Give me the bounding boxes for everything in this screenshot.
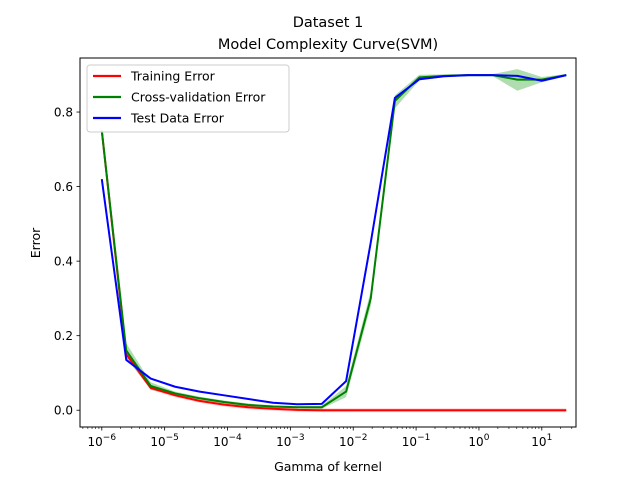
x-tick-label: 10−5 [150,433,179,449]
x-tick-label: 10−3 [276,433,305,449]
series-line-test-data-error [100,74,567,406]
x-tick-label: 10−4 [213,433,242,449]
y-tick-label: 0.2 [54,329,73,343]
y-tick-label: 0.6 [54,180,73,194]
series-lines [100,74,567,412]
legend-box [86,64,290,133]
y-axis-label: Error [28,227,43,258]
x-tick-label: 101 [531,433,552,449]
x-tick-label: 10−2 [339,433,368,449]
series-line-training-error [100,130,567,412]
y-axis-ticks: 0.0 0.2 0.4 0.6 0.8 [54,105,80,418]
chart-title-line2: Model Complexity Curve(SVM) [218,37,438,53]
x-axis-ticks: 10−6 10−5 10−4 10−3 10−2 10−1 100 101 [82,427,573,449]
chart-title-line1: Dataset 1 [293,15,364,31]
x-tick-label: 100 [468,433,489,449]
x-tick-label: 10−6 [88,433,117,449]
y-tick-label: 0.8 [54,105,73,119]
legend-label-test: Test Data Error [130,111,225,126]
x-tick-label: 10−1 [402,433,431,449]
legend: Training Error Cross-validation Error Te… [86,64,290,133]
y-tick-label: 0.4 [54,254,73,268]
x-axis-label: Gamma of kernel [274,459,382,474]
y-tick-label: 0.0 [54,404,73,418]
legend-label-training: Training Error [130,69,216,84]
legend-label-cross-validation: Cross-validation Error [131,90,266,105]
